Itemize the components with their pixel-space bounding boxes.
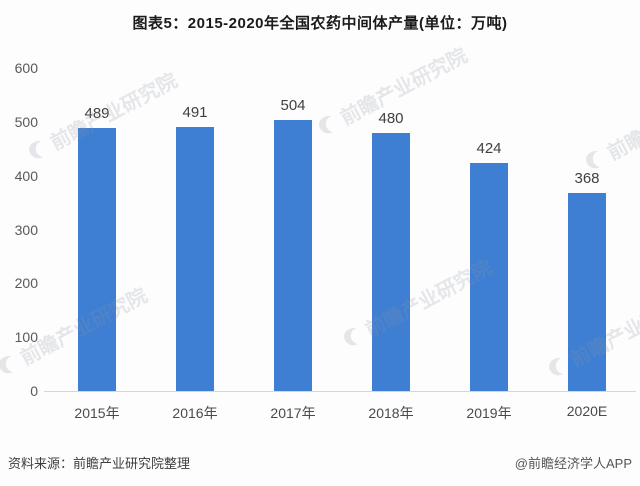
x-axis-label-2016年: 2016年 [172,405,218,421]
bar-2020E [568,192,606,391]
bar-value-2019年: 424 [476,139,502,157]
x-axis-label-2020E: 2020E [566,403,608,419]
bar-2015年 [78,127,116,391]
bar-value-2015年: 489 [84,104,110,122]
bar-2017年 [274,119,312,391]
qianzhan-logo-icon [0,351,22,379]
bar-2016年 [176,126,214,391]
source-note: 资料来源：前瞻产业研究院整理 [8,456,191,471]
y-axis-tick-0: 0 [30,383,38,399]
bar-value-2017年: 504 [280,96,306,114]
x-axis-label-2018年: 2018年 [368,405,414,421]
bar-value-2020E: 368 [574,169,600,187]
x-axis-line [44,391,636,392]
x-axis-label-2019年: 2019年 [466,405,512,421]
watermark: 前瞻产业研究院 [578,74,640,178]
x-axis-label-2015年: 2015年 [74,405,120,421]
y-axis-tick-400: 400 [14,167,38,184]
bar-value-2016年: 491 [182,103,208,121]
chart-title: 图表5：2015-2020年全国农药中间体产量(单位：万吨) [132,15,508,32]
bar-2018年 [372,132,410,391]
bar-2019年 [470,162,508,391]
qianzhan-logo-icon [23,136,51,164]
credit-note: @前瞻经济学人APP [514,456,632,471]
watermark-text: 前瞻产业研究院 [604,79,640,165]
y-axis-tick-300: 300 [14,221,38,238]
x-axis-label-2017年: 2017年 [270,405,316,421]
watermark: 前瞻产业研究院 [311,39,471,143]
y-axis-tick-100: 100 [14,329,38,346]
y-axis-tick-500: 500 [14,113,38,130]
y-axis-tick-600: 600 [14,60,38,76]
y-axis-tick-200: 200 [14,275,38,292]
qianzhan-logo-icon [338,323,366,351]
bar-value-2018年: 480 [378,109,404,127]
qianzhan-logo-icon [313,111,341,139]
